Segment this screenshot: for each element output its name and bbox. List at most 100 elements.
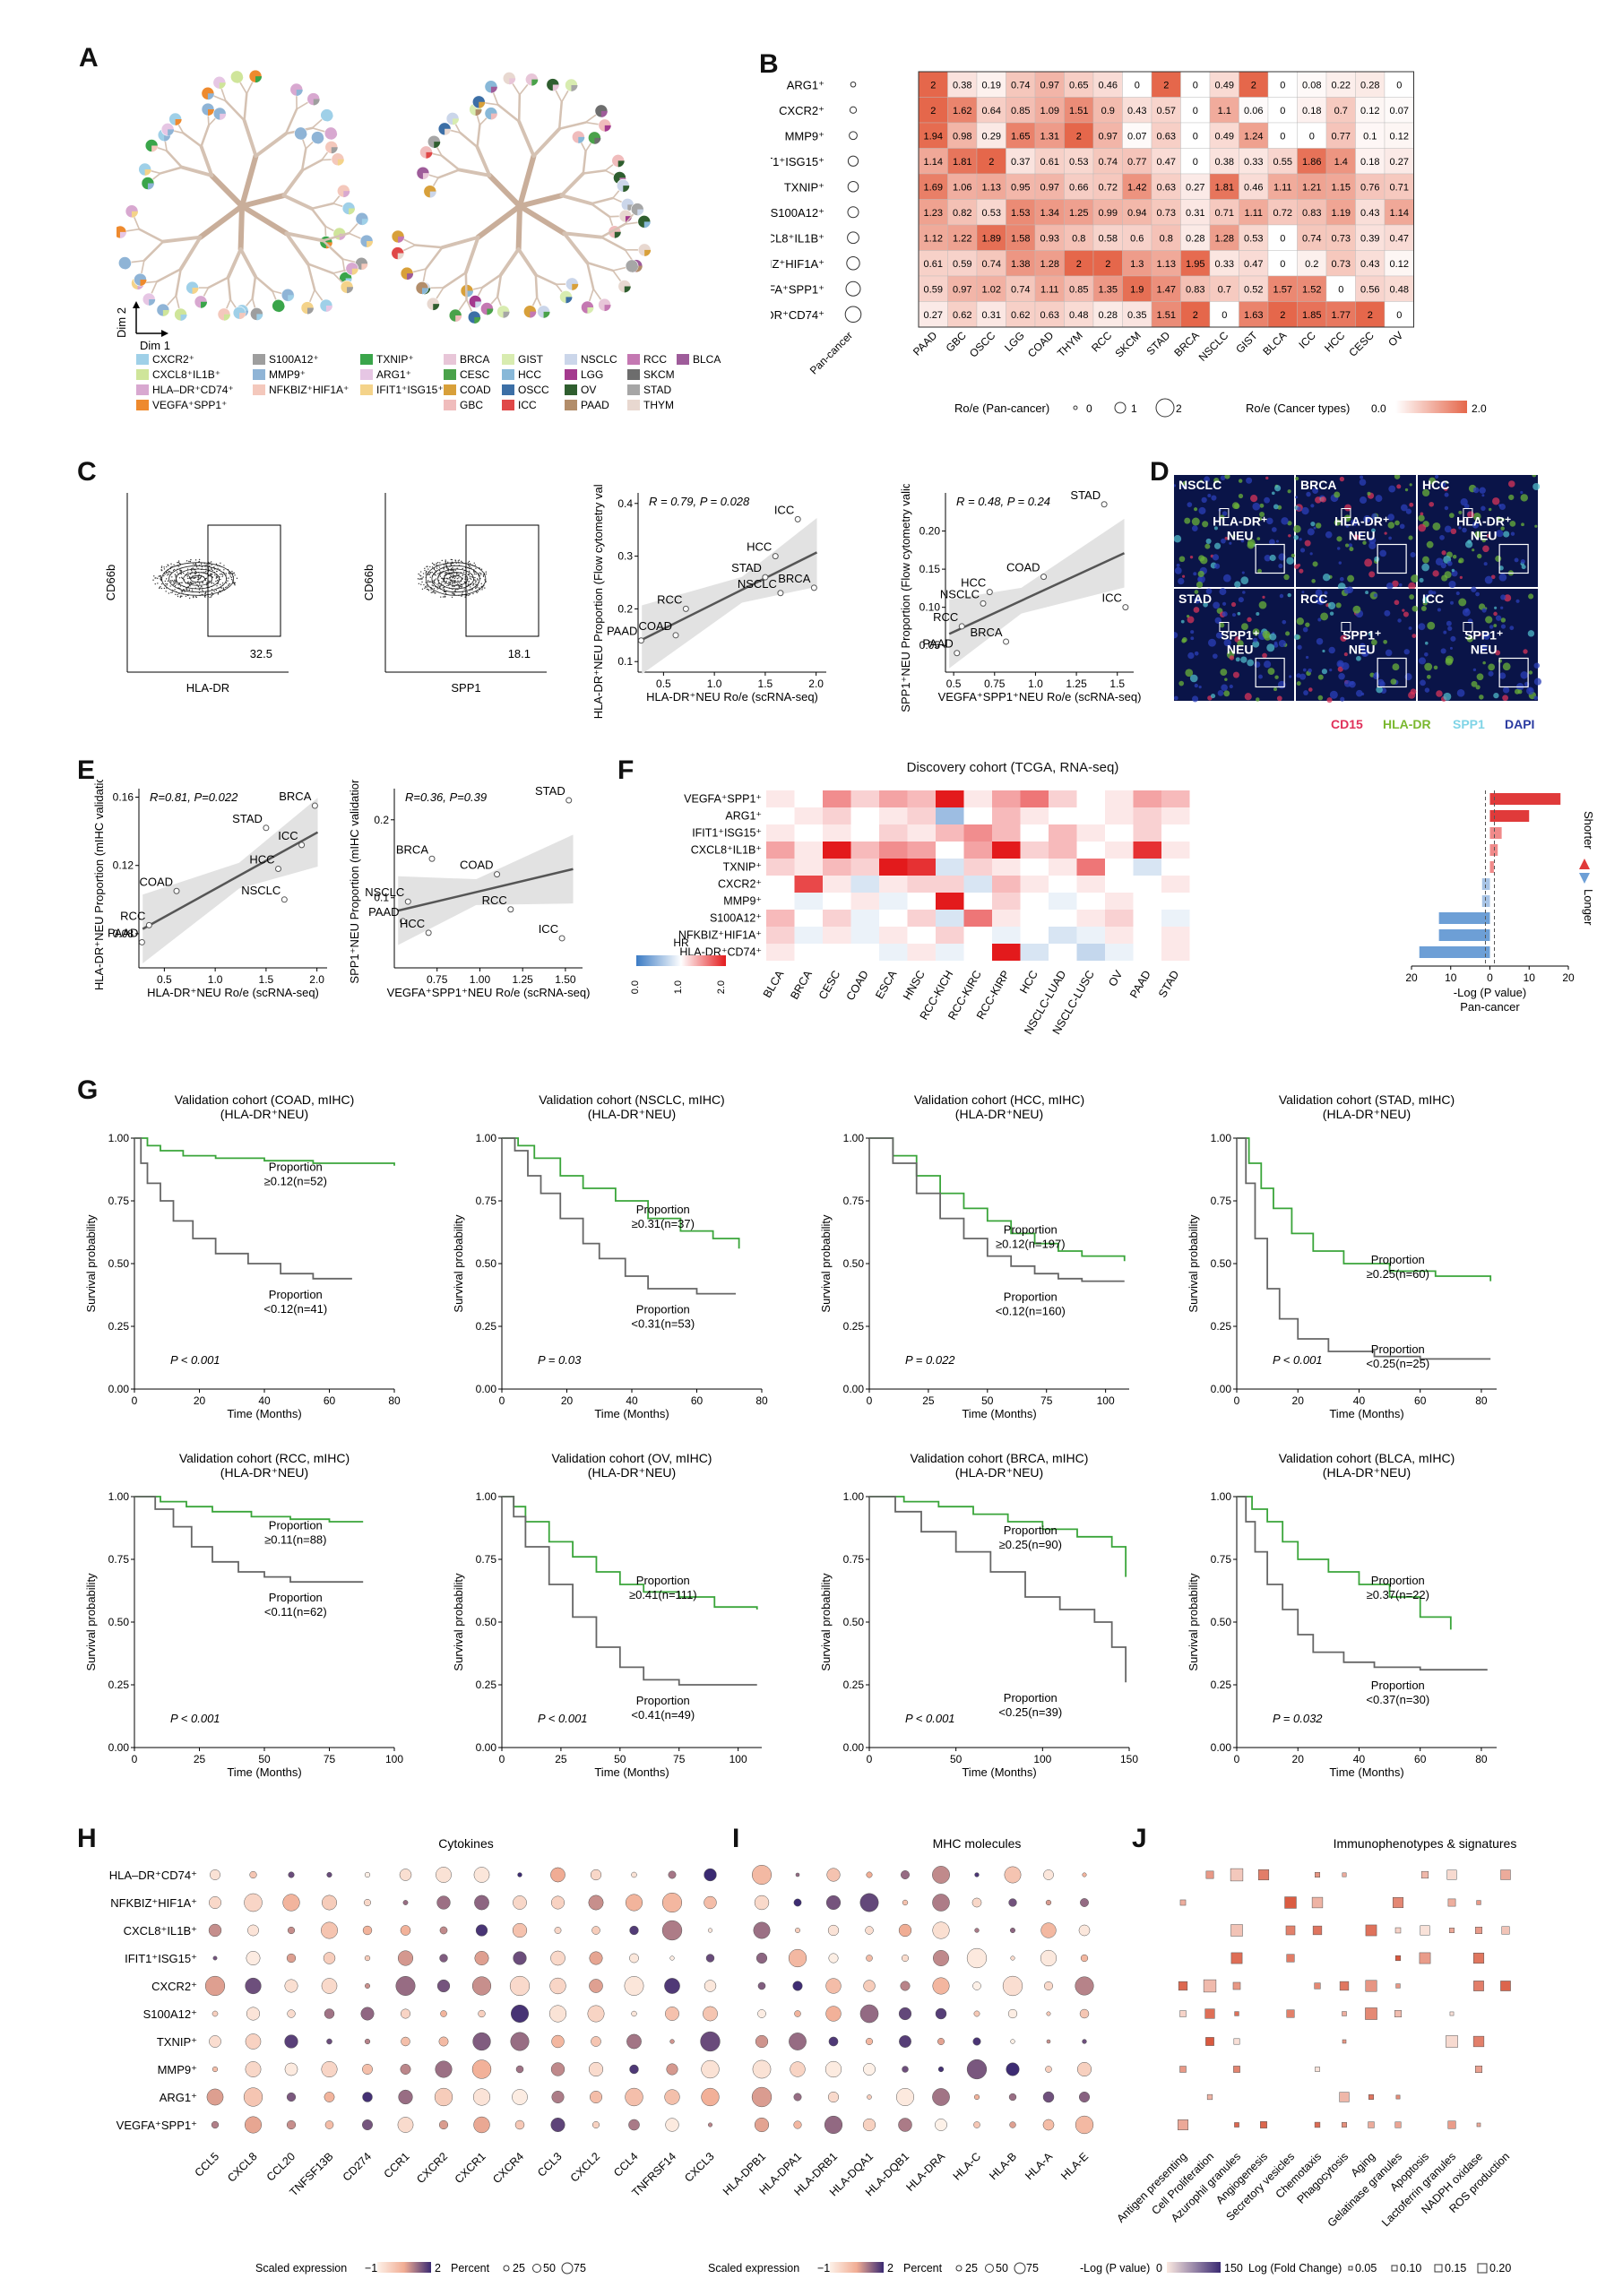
dot	[212, 2010, 219, 2017]
dot	[966, 1947, 988, 1969]
dot	[322, 1895, 337, 1911]
cell-dot	[1515, 599, 1520, 603]
tile-label: SPP1⁺	[1221, 627, 1259, 642]
km-title: Validation cohort (NSCLC, mIHC)	[539, 1092, 724, 1107]
point-label: NSCLC	[940, 587, 980, 600]
event-dot	[438, 569, 441, 572]
scatter-point	[954, 650, 961, 657]
event-dot	[210, 561, 212, 563]
signature-square	[1286, 1954, 1295, 1963]
pie-slice	[632, 265, 639, 272]
pie-slice	[614, 231, 621, 238]
dot	[866, 1871, 873, 1878]
tree-branch	[496, 103, 521, 123]
event-dot	[228, 577, 229, 579]
cell-dot	[1213, 601, 1221, 609]
heat-cell	[1267, 224, 1298, 251]
x-axis-label: HLA-DR	[186, 681, 229, 695]
signature-square	[1284, 1896, 1297, 1909]
cell-dot	[1329, 611, 1334, 616]
event-dot	[157, 577, 159, 580]
tree-branch	[284, 231, 310, 266]
cell-dot	[1424, 687, 1430, 693]
event-dot	[230, 576, 233, 579]
heatmap-border	[918, 71, 1414, 328]
signature-square	[1230, 1924, 1243, 1937]
hr-cell	[1020, 807, 1049, 824]
cell-dot	[1455, 591, 1460, 596]
event-dot	[192, 563, 194, 565]
cell-dot	[1335, 602, 1342, 609]
cell-dot	[1194, 507, 1198, 512]
heat-cell-value: 1.28	[1215, 233, 1234, 244]
cell-dot	[1264, 554, 1272, 562]
event-dot	[233, 582, 235, 583]
hr-cell	[850, 790, 879, 807]
dot	[1042, 2119, 1055, 2131]
event-dot	[434, 579, 436, 582]
km-subtitle: (HLA-DR⁺NEU)	[1323, 1107, 1411, 1121]
event-dot	[458, 559, 461, 561]
dot	[549, 1977, 566, 1995]
i-title: MHC molecules	[933, 1836, 1022, 1851]
event-dot	[179, 596, 182, 598]
pie-slice	[361, 263, 368, 271]
cell-dot	[1213, 563, 1221, 569]
cell-dot	[1472, 548, 1475, 552]
cell-dot	[1244, 693, 1252, 701]
heat-cell	[1092, 275, 1123, 302]
expr-legend-title: Scaled expression	[708, 2262, 799, 2274]
cell-dot	[1213, 542, 1222, 549]
event-dot	[457, 560, 460, 562]
dot	[548, 2005, 567, 2023]
hij-legends: Scaled expression −1 2 Percent 25 50 75 Scaled …	[255, 2262, 1511, 2274]
hr-cell	[1020, 910, 1049, 927]
y-tick-label: 1.00	[476, 1490, 497, 1503]
cell-dot	[1459, 575, 1463, 580]
hr-cell	[1161, 859, 1190, 876]
cell-dot	[1521, 565, 1526, 570]
heat-cell-value: 0.94	[1127, 208, 1146, 219]
hr-cell	[936, 927, 964, 944]
dot	[937, 2066, 945, 2073]
dot	[757, 1981, 766, 1990]
event-dot	[209, 565, 211, 567]
zoom-box	[1219, 508, 1230, 518]
cell-dot	[1310, 504, 1315, 508]
event-dot	[165, 583, 167, 585]
dot	[859, 2004, 879, 2024]
event-dot	[193, 595, 194, 598]
event-dot	[468, 581, 470, 583]
dot	[286, 2119, 297, 2130]
cell-dot	[1478, 633, 1481, 637]
legend-swatch	[360, 384, 373, 395]
y-tick-label: 0.20	[919, 525, 941, 538]
event-dot	[170, 581, 172, 583]
signature-square	[1475, 1927, 1482, 1934]
stain-label: DAPI	[1505, 717, 1534, 731]
cell-dot	[1197, 575, 1205, 583]
signature-square	[1472, 2035, 1485, 2048]
dot	[704, 1868, 717, 1882]
heat-cell	[1384, 250, 1414, 277]
legend-label: RCC	[643, 353, 667, 366]
cell-dot	[1302, 626, 1308, 633]
pie-slice	[571, 84, 578, 91]
legend-swatch	[627, 354, 640, 365]
cell-dot	[1514, 557, 1519, 563]
y-axis-label: SPP1⁺NEU Proportion (Flow cytometry vali…	[899, 484, 912, 712]
scatter-point	[311, 802, 318, 809]
cell-dot	[1320, 612, 1329, 621]
event-dot	[228, 584, 229, 587]
tree-branch	[562, 231, 590, 265]
cell-dot	[1528, 593, 1534, 600]
heat-cell-value: 1.1	[1218, 106, 1231, 117]
point-label: STAD	[535, 784, 565, 798]
heat-cell	[1064, 199, 1094, 226]
y-tick-label: 0.4	[617, 497, 633, 510]
cell-dot	[1429, 501, 1435, 507]
cell-dot	[1428, 590, 1434, 595]
hr-cell	[1105, 807, 1134, 824]
dot	[664, 1978, 680, 1994]
event-dot	[167, 572, 168, 574]
